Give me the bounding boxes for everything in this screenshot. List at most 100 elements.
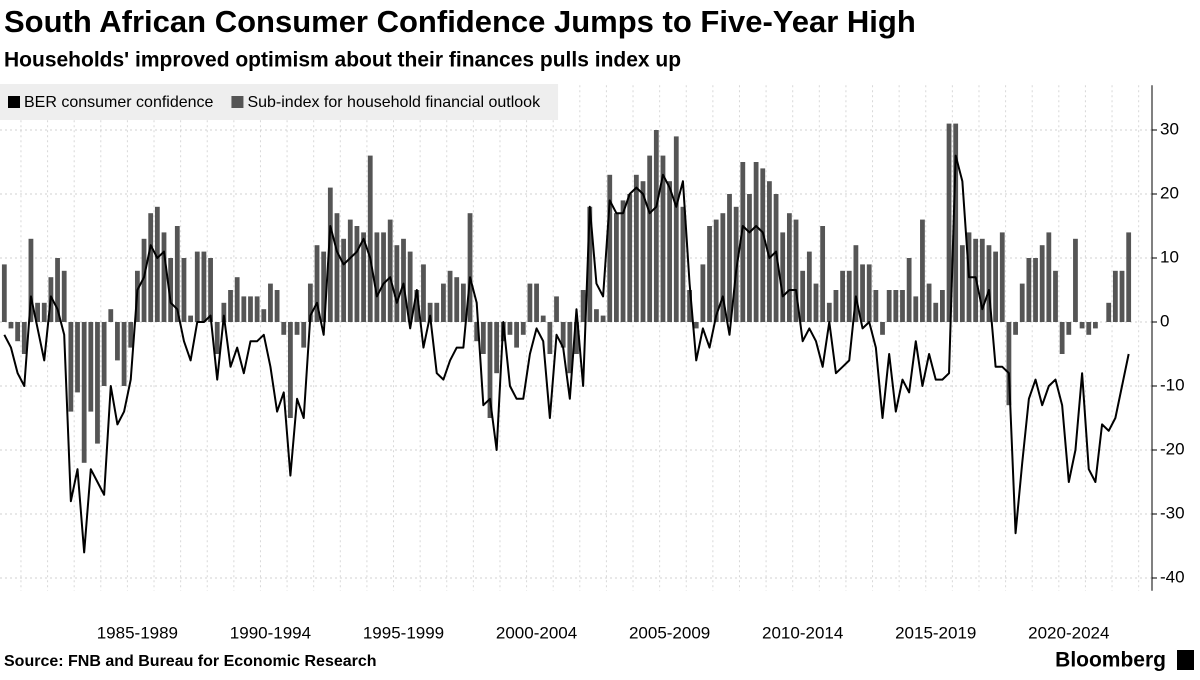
bar [939,290,945,322]
x-tick-label: 2000-2004 [496,623,577,642]
y-tick-label: 20 [1160,183,1179,202]
bar [600,315,606,322]
y-tick-label: -20 [1160,439,1185,458]
bar [214,322,220,354]
bar [407,251,413,322]
legend-label: Sub-index for household financial outloo… [247,94,541,111]
bar [660,155,666,322]
x-tick-label: 1985-1989 [97,623,178,642]
bar [447,270,453,322]
bar [587,206,593,322]
bar [421,264,426,322]
bar [387,219,393,322]
bar [154,206,160,322]
bar [1053,270,1058,322]
bar [268,283,273,322]
bar [381,232,386,322]
bar [108,309,114,322]
bar [1119,270,1125,322]
bar [341,238,347,322]
bar [1013,322,1018,335]
bar [979,238,985,322]
bar [920,219,925,322]
bar [680,206,686,322]
bar [507,322,513,335]
bar [767,181,772,322]
bar [946,123,952,322]
bar [301,322,307,348]
bar [667,181,673,322]
bar [687,290,692,322]
bar [959,245,965,322]
bar [640,181,646,322]
bar [88,322,94,412]
brand: Bloomberg [1055,649,1166,672]
bar [234,277,240,322]
bar [906,258,912,322]
bar [673,136,679,322]
bar [241,296,247,322]
bar [866,264,872,322]
bar [188,315,194,322]
bar [614,213,619,322]
bar [354,226,360,322]
bar [181,258,187,322]
bar [61,270,67,322]
bar [574,322,579,354]
bar [161,232,167,322]
bar [633,174,639,322]
bar [580,290,586,322]
bar [434,302,440,322]
bar [327,187,333,322]
x-tick-label: 1995-1999 [363,623,444,642]
bar [28,238,34,322]
bar [194,251,200,322]
bar [441,283,446,322]
bar [334,213,340,322]
bar [480,322,486,354]
bar [926,283,932,322]
bar [261,309,267,322]
bar [594,309,599,322]
legend-swatch [8,96,20,108]
y-tick-label: -30 [1160,503,1185,522]
bar [128,322,134,348]
bar [221,302,227,322]
bar [560,322,566,348]
bar [288,322,293,418]
bar [1093,322,1098,329]
bar [374,232,380,322]
bar [713,219,719,322]
bar [281,322,287,335]
bar [620,200,626,322]
x-tick-label: 2020-2024 [1028,623,1109,642]
bar [514,322,519,348]
bar [1059,322,1065,354]
bar [567,322,573,374]
bar [1126,232,1132,322]
legend-swatch [231,96,244,108]
bar [540,315,546,322]
bar [201,251,207,322]
bar [534,283,539,322]
bar [401,238,406,322]
bar [8,322,14,329]
y-tick-label: 30 [1160,119,1179,138]
bar [254,296,260,322]
bar [1,264,7,322]
bar [487,322,493,418]
bar [460,283,466,322]
bar [1106,302,1112,322]
bar [806,251,812,322]
legend: BER consumer confidence Sub-index for hou… [0,84,559,120]
bar [527,283,533,322]
bar [174,226,180,322]
bar [347,219,353,322]
bar [81,322,87,463]
bar [627,194,633,322]
bar [367,155,373,322]
bar [860,264,865,322]
bar [41,302,47,322]
bar [148,213,154,322]
